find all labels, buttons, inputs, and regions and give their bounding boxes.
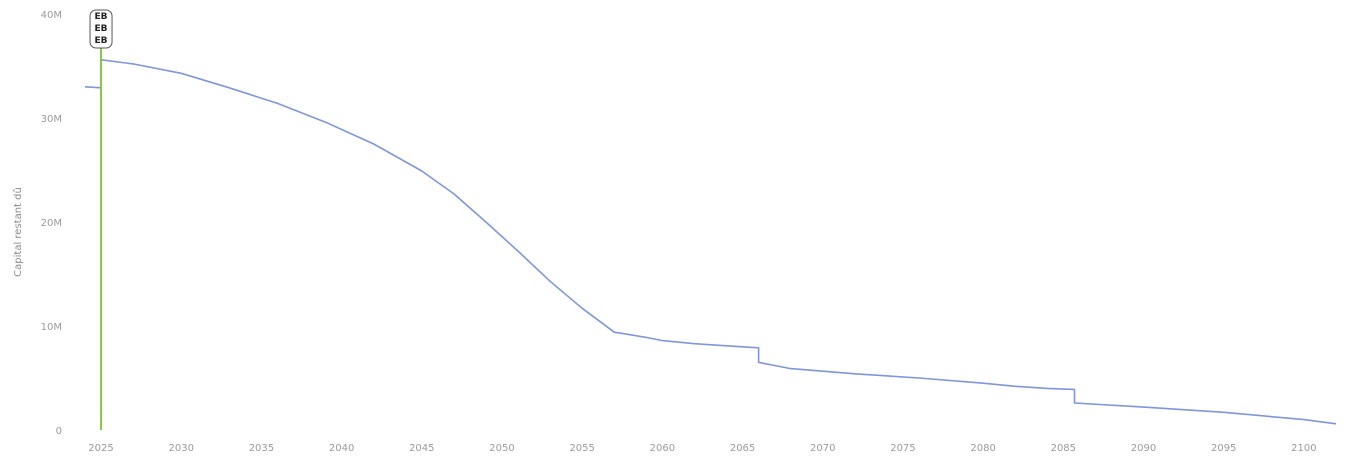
x-tick-label: 2040 <box>329 443 354 454</box>
marker-label: EB <box>95 36 108 46</box>
x-tick-label: 2085 <box>1051 443 1076 454</box>
x-tick-label: 2095 <box>1211 443 1236 454</box>
x-tick-label: 2100 <box>1291 443 1316 454</box>
y-tick-label: 0 <box>56 426 62 437</box>
x-tick-label: 2030 <box>169 443 194 454</box>
marker-label: EB <box>95 12 108 22</box>
y-tick-label: 40M <box>41 10 62 21</box>
y-tick-label: 10M <box>41 322 62 333</box>
x-tick-label: 2065 <box>730 443 755 454</box>
x-tick-label: 2070 <box>810 443 835 454</box>
x-tick-label: 2080 <box>970 443 995 454</box>
x-tick-label: 2050 <box>489 443 514 454</box>
series-line <box>84 59 1337 425</box>
series-layer <box>84 59 1337 425</box>
x-tick-label: 2025 <box>88 443 113 454</box>
x-tick-label: 2055 <box>569 443 594 454</box>
y-tick-label: 20M <box>41 218 62 229</box>
x-tick-label: 2075 <box>890 443 915 454</box>
x-tick-label: 2060 <box>650 443 675 454</box>
y-tick-label: 30M <box>41 114 62 125</box>
vertical-marker[interactable]: EB EB EB <box>89 9 113 430</box>
x-tick-label: 2045 <box>409 443 434 454</box>
marker-label: EB <box>95 24 108 34</box>
y-axis-title: Capital restant dû <box>12 187 24 277</box>
y-axis-ticks: 0 10M 20M 30M 40M <box>41 10 62 437</box>
x-tick-label: 2035 <box>249 443 274 454</box>
marker-badge[interactable] <box>89 9 113 49</box>
x-axis-ticks: 2025 2030 2035 2040 2045 2050 2055 2060 2065 2070… <box>88 443 1316 454</box>
x-tick-label: 2090 <box>1131 443 1156 454</box>
